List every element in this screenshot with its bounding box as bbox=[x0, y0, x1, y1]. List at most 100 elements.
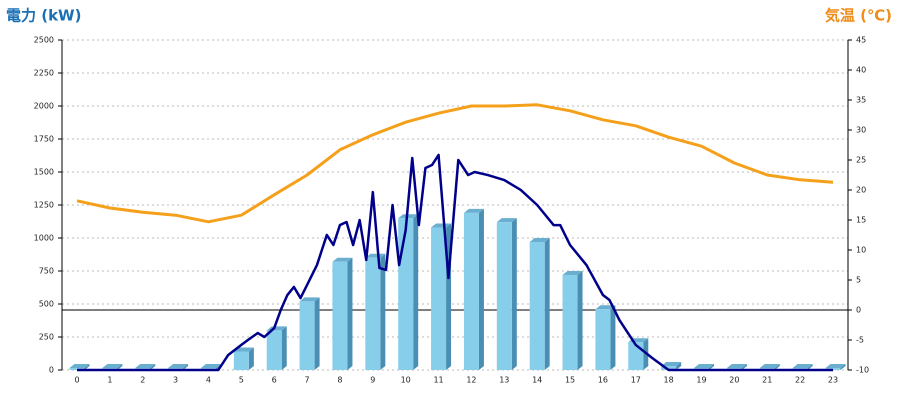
bar-side bbox=[347, 257, 353, 370]
y-tick-label: 2000 bbox=[34, 102, 54, 111]
y-axis-title: 電力 (kW) bbox=[6, 7, 81, 25]
bar-front bbox=[595, 309, 611, 370]
x-tick-label: 9 bbox=[370, 376, 375, 385]
y-tick-label: 1500 bbox=[34, 168, 54, 177]
bar-side bbox=[511, 218, 517, 370]
bar-top bbox=[792, 364, 813, 369]
bar-top bbox=[299, 297, 320, 302]
bar-top bbox=[496, 218, 517, 223]
x-tick-label: 20 bbox=[729, 376, 739, 385]
x-tick-label: 1 bbox=[107, 376, 112, 385]
bar-side bbox=[215, 364, 221, 370]
bar-side bbox=[840, 364, 846, 370]
bar-top bbox=[562, 270, 583, 275]
bar-top bbox=[332, 257, 353, 262]
x-tick-label: 22 bbox=[795, 376, 805, 385]
x-tick-label: 7 bbox=[305, 376, 310, 385]
bar-front bbox=[529, 241, 545, 370]
bar bbox=[233, 347, 254, 370]
bar bbox=[431, 223, 452, 370]
bar bbox=[529, 237, 550, 370]
bar-top bbox=[726, 364, 747, 369]
bar-front bbox=[431, 227, 447, 370]
y-tick-label: 1250 bbox=[34, 201, 54, 210]
bar-top bbox=[168, 364, 189, 369]
bar-top bbox=[200, 364, 221, 369]
bar-side bbox=[413, 214, 419, 370]
y2-tick-label: 40 bbox=[856, 66, 866, 75]
bar-side bbox=[183, 364, 189, 370]
x-tick-label: 17 bbox=[631, 376, 641, 385]
bar-front bbox=[233, 351, 249, 370]
x-tick-label: 23 bbox=[828, 376, 838, 385]
bar-side bbox=[84, 364, 90, 370]
bar-side bbox=[248, 347, 254, 370]
x-tick-label: 13 bbox=[499, 376, 509, 385]
bar-front bbox=[266, 330, 282, 370]
y2-tick-label: 10 bbox=[856, 246, 866, 255]
bar-side bbox=[577, 270, 583, 370]
x-tick-label: 14 bbox=[532, 376, 542, 385]
line bbox=[76, 103, 834, 224]
bar-side bbox=[807, 364, 813, 370]
bar-top bbox=[233, 347, 254, 352]
x-tick-label: 4 bbox=[206, 376, 211, 385]
bar-top bbox=[595, 305, 616, 310]
bar-top bbox=[825, 364, 846, 369]
bar-front bbox=[365, 257, 381, 370]
bar bbox=[299, 297, 320, 370]
bar bbox=[496, 218, 517, 370]
bar-front bbox=[398, 218, 414, 370]
y2-tick-label: -5 bbox=[856, 336, 864, 345]
bar-front bbox=[332, 261, 348, 370]
y2-tick-label: -10 bbox=[856, 366, 869, 375]
bar bbox=[266, 326, 287, 370]
y-tick-label: 500 bbox=[39, 300, 54, 309]
y2-tick-label: 30 bbox=[856, 126, 866, 135]
bar-top bbox=[69, 364, 90, 369]
bar bbox=[463, 208, 484, 370]
bar-top bbox=[661, 362, 682, 367]
bar-side bbox=[676, 362, 682, 370]
bar-side bbox=[741, 364, 747, 370]
x-tick-label: 8 bbox=[337, 376, 342, 385]
y-tick-label: 2250 bbox=[34, 69, 54, 78]
bar-top bbox=[135, 364, 156, 369]
bar-front bbox=[463, 212, 479, 370]
bar-side bbox=[709, 364, 715, 370]
bar bbox=[661, 362, 682, 370]
x-tick-label: 3 bbox=[173, 376, 178, 385]
y2-tick-label: 15 bbox=[856, 216, 866, 225]
y2-tick-label: 45 bbox=[856, 36, 866, 45]
bar-side bbox=[281, 326, 287, 370]
bar-top bbox=[529, 237, 550, 242]
bar-side bbox=[150, 364, 156, 370]
y-tick-label: 750 bbox=[39, 267, 54, 276]
y2-tick-label: 5 bbox=[856, 276, 861, 285]
bar-top bbox=[694, 364, 715, 369]
x-tick-label: 5 bbox=[239, 376, 244, 385]
x-tick-label: 15 bbox=[565, 376, 575, 385]
line bbox=[77, 153, 833, 372]
x-tick-label: 6 bbox=[272, 376, 277, 385]
bar-top bbox=[463, 208, 484, 213]
bar-front bbox=[496, 222, 512, 370]
bar-side bbox=[610, 305, 616, 370]
bar bbox=[628, 338, 649, 370]
x-tick-label: 0 bbox=[74, 376, 79, 385]
y2-tick-label: 20 bbox=[856, 186, 866, 195]
bar-side bbox=[544, 237, 550, 370]
bar-side bbox=[774, 364, 780, 370]
x-tick-label: 16 bbox=[598, 376, 608, 385]
bar-front bbox=[299, 301, 315, 370]
bar-side bbox=[380, 253, 386, 370]
y2-axis-title: 気温 (℃) bbox=[825, 7, 892, 25]
y2-tick-label: 0 bbox=[856, 306, 861, 315]
x-tick-label: 18 bbox=[664, 376, 674, 385]
y-tick-label: 1000 bbox=[34, 234, 54, 243]
x-tick-label: 2 bbox=[140, 376, 145, 385]
bar-top bbox=[365, 253, 386, 258]
bar-top bbox=[102, 364, 123, 369]
